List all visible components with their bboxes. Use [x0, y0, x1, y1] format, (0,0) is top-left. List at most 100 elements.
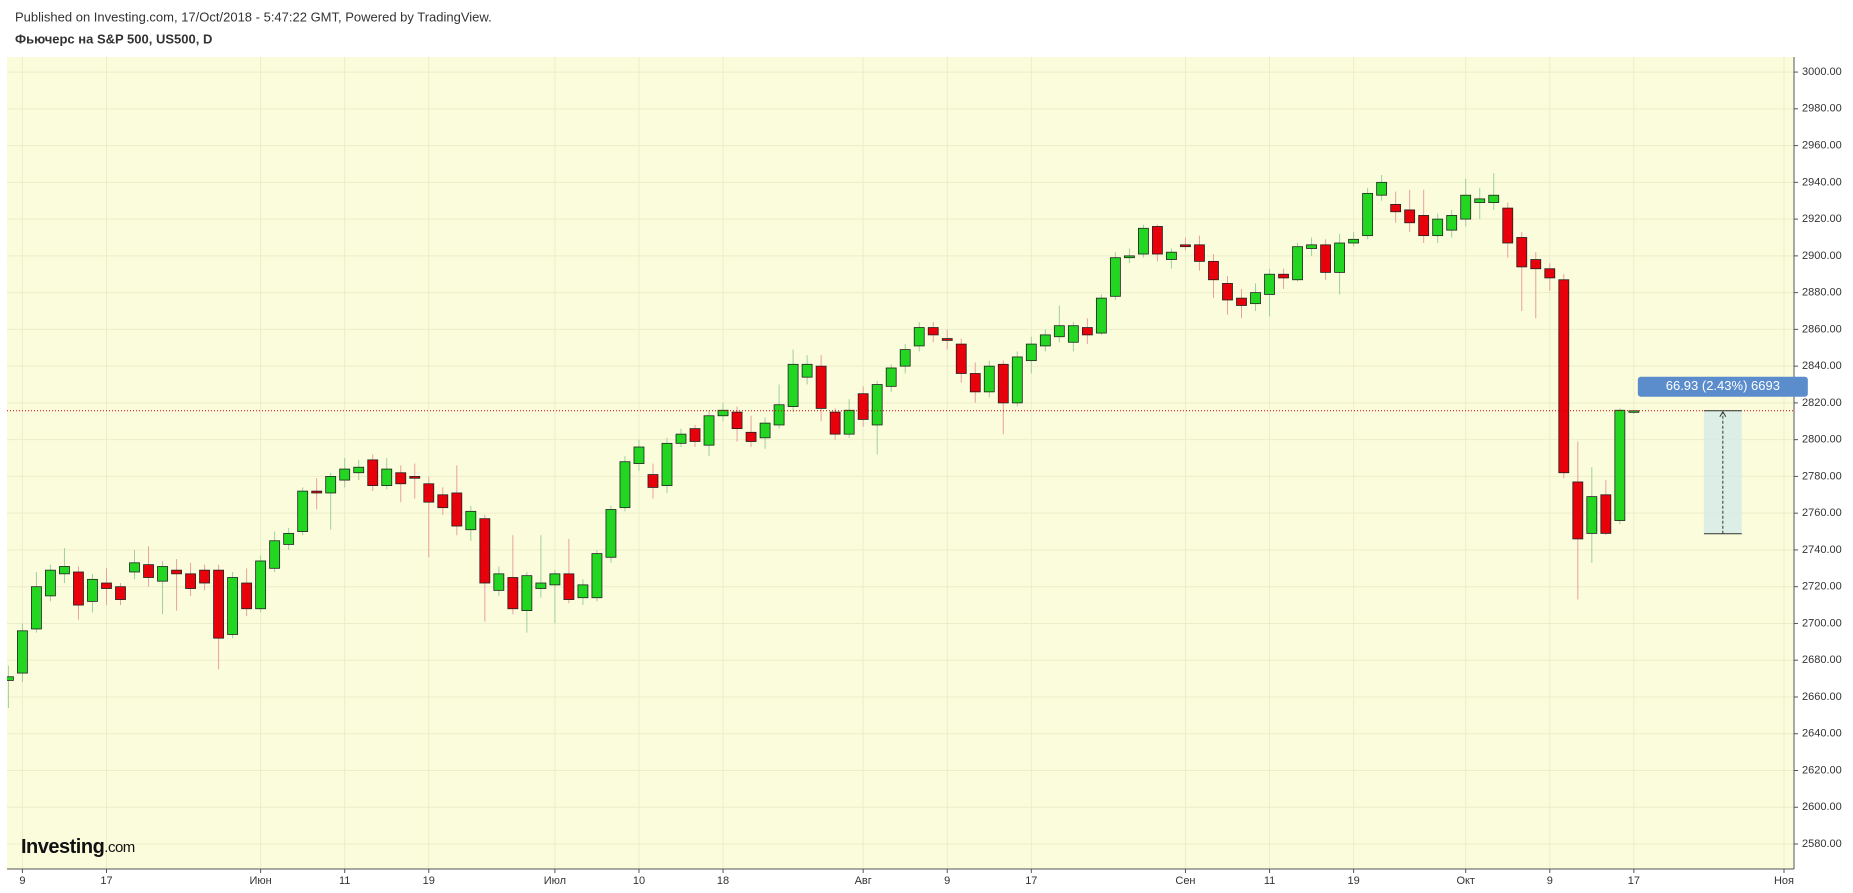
candle-body	[1053, 325, 1065, 338]
published-note: Published on Investing.com, 17/Oct/2018 …	[15, 9, 492, 24]
candle-body	[1558, 279, 1570, 474]
x-tick-label: 17	[1628, 875, 1640, 887]
candle-body	[325, 476, 337, 494]
candle-body	[255, 560, 267, 610]
y-tick-label: 2980.00	[1802, 103, 1842, 115]
candle-body	[689, 428, 701, 442]
candle-body	[927, 327, 939, 336]
y-tick-label: 2860.00	[1802, 323, 1842, 335]
candle-body	[801, 363, 813, 378]
x-tick-label: 19	[423, 875, 435, 887]
x-tick-label: 11	[339, 875, 350, 887]
candle-body	[1095, 297, 1107, 334]
x-tick-label: Авг	[855, 875, 872, 887]
candle-body	[731, 411, 743, 430]
y-tick-label: 2880.00	[1802, 287, 1842, 299]
x-tick-label: Июл	[544, 875, 566, 887]
candle-body	[759, 422, 771, 439]
plot-background	[7, 57, 1794, 869]
y-tick-label: 2960.00	[1802, 139, 1842, 151]
candle-body	[1544, 268, 1556, 279]
candle-body	[1306, 244, 1317, 249]
candle-body	[1138, 227, 1149, 255]
candle-body	[1194, 244, 1205, 262]
candle-body	[1264, 273, 1275, 295]
candle-body	[213, 569, 224, 639]
candle-body	[521, 575, 533, 611]
candle-body	[437, 494, 449, 509]
candle-body	[941, 338, 953, 341]
candle-body	[1376, 181, 1388, 196]
candle-body	[311, 490, 323, 494]
candle-body	[367, 459, 379, 487]
candle-body	[1109, 257, 1121, 297]
y-tick-label: 2640.00	[1802, 728, 1842, 740]
x-tick-label: Сен	[1175, 875, 1195, 887]
candle-body	[353, 466, 365, 474]
x-tick-label: Ноя	[1774, 875, 1794, 887]
candle-body	[591, 553, 603, 599]
x-tick-label: Июн	[250, 875, 272, 887]
x-tick-label: 9	[1547, 875, 1553, 887]
candle-body	[87, 578, 98, 602]
candle-body	[1600, 494, 1612, 534]
y-tick-label: 2760.00	[1802, 507, 1842, 519]
candle-body	[1418, 215, 1430, 237]
candle-body	[1586, 496, 1598, 534]
candle-body	[1222, 283, 1233, 301]
candle-body	[1460, 194, 1472, 220]
candle-body	[185, 573, 196, 589]
y-tick-label: 2900.00	[1802, 250, 1842, 262]
candle-body	[1039, 334, 1051, 347]
candle-body	[297, 490, 309, 532]
candle-body	[717, 409, 729, 417]
candle-body	[465, 510, 477, 531]
candles	[7, 173, 1794, 708]
x-tick-label: 9	[944, 875, 950, 887]
candle-body	[1516, 237, 1528, 268]
candle-body	[1081, 327, 1093, 336]
x-tick-label: 11	[1264, 875, 1275, 887]
x-tick-label: 9	[19, 875, 25, 887]
candle-body	[339, 468, 351, 481]
candle-body	[1432, 218, 1444, 237]
candle-body	[577, 584, 589, 599]
logo: Investing.com	[21, 836, 135, 858]
candle-body	[1446, 215, 1458, 231]
candle-body	[283, 532, 295, 545]
candle-body	[45, 569, 56, 597]
y-tick-label: 2580.00	[1802, 838, 1842, 850]
candle-body	[1025, 343, 1037, 362]
candle-body	[1236, 297, 1247, 306]
y-tick-label: 2660.00	[1802, 691, 1842, 703]
candle-body	[983, 365, 995, 393]
logo-suffix: .com	[104, 839, 135, 856]
candle-body	[409, 476, 421, 479]
candle-body	[1502, 207, 1514, 244]
candle-body	[1124, 255, 1135, 259]
candle-body	[913, 327, 925, 347]
candle-body	[843, 409, 855, 435]
candle-body	[773, 404, 785, 426]
candle-body	[969, 373, 981, 393]
candle-body	[1404, 209, 1416, 224]
candle-body	[955, 343, 967, 374]
candle-body	[1362, 192, 1374, 237]
x-tick-label: 10	[633, 875, 645, 887]
y-tick-label: 2940.00	[1802, 176, 1842, 188]
x-tick-label: 19	[1347, 875, 1359, 887]
candle-body	[703, 415, 715, 446]
measure-label-bg	[1637, 376, 1808, 397]
x-tick-label: 17	[100, 875, 112, 887]
y-tick-label: 2680.00	[1802, 654, 1842, 666]
candle-body	[647, 474, 659, 488]
candle-body	[1292, 246, 1303, 281]
candle-body	[227, 577, 239, 635]
candle-body	[7, 676, 14, 681]
candle-body	[395, 472, 407, 485]
y-tick-label: 2740.00	[1802, 544, 1842, 556]
candle-body	[269, 540, 281, 569]
candle-body	[1334, 242, 1345, 273]
candle-body	[619, 461, 631, 509]
candle-body	[1488, 194, 1500, 203]
